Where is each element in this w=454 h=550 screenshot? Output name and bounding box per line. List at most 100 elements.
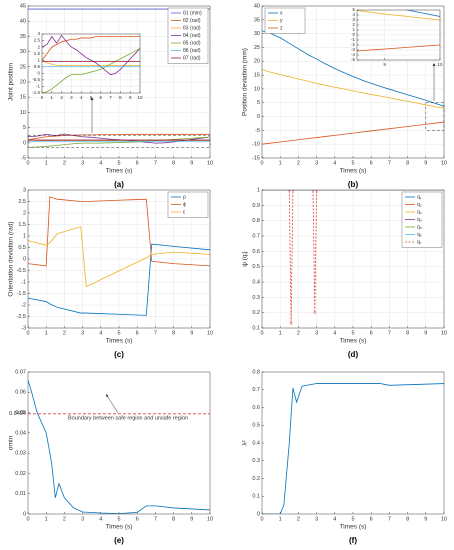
x-tick-label: 4	[333, 516, 336, 522]
line-series	[42, 34, 140, 76]
line-series	[262, 383, 444, 514]
x-tick-label: 8	[119, 95, 122, 100]
y-tick-label: 0.8	[252, 369, 260, 375]
legend-label: θ2 (rad)	[183, 18, 201, 24]
y-tick-label: -10	[252, 142, 260, 148]
legend-label: q₁	[417, 194, 422, 200]
y-tick-label: -0.5	[32, 77, 40, 82]
line-series	[28, 379, 210, 514]
x-tick-label: 10	[441, 160, 447, 166]
x-tick-label: 7	[154, 516, 157, 522]
caption: (b)	[348, 180, 359, 189]
caption: (c)	[114, 350, 124, 359]
x-tick-label: 1	[279, 330, 282, 336]
legend-label: q₆	[417, 232, 422, 238]
y-axis-label: ψ (qᵢ)	[242, 251, 249, 266]
legend-label: ρ	[183, 194, 186, 200]
x-tick-label: 2	[63, 160, 66, 166]
legend-label: θ6 (rad)	[183, 48, 201, 54]
y-tick-label: 15	[20, 95, 26, 101]
x-tick-label: 0	[260, 160, 263, 166]
y-tick-label: 2.5	[18, 199, 26, 205]
x-tick-label: 2	[63, 330, 66, 336]
legend-label: ϕ	[183, 202, 186, 208]
legend-label: ε	[183, 209, 186, 215]
legend-label: q₂	[417, 202, 422, 208]
x-axis-label: Times (s)	[106, 524, 133, 531]
y-tick-label: 0.8	[252, 218, 260, 224]
y-tick-label: 0.2	[252, 310, 260, 316]
x-axis-label: Times (s)	[340, 168, 367, 175]
x-axis-label: Times (s)	[106, 168, 133, 175]
line-series	[28, 136, 210, 148]
x-tick-label: 5	[117, 160, 120, 166]
x-tick-label: 7	[154, 330, 157, 336]
y-tick-label: -1	[351, 37, 355, 42]
x-tick-label: 3	[81, 330, 84, 336]
y-tick-label: 0.1	[252, 494, 260, 500]
x-axis-label: Times (s)	[340, 524, 367, 531]
y-tick-label: 0.5	[252, 264, 260, 270]
y-axis-label: σmin	[8, 435, 15, 450]
legend-label: q₅	[417, 224, 422, 230]
x-tick-label: 7	[388, 330, 391, 336]
y-tick-label: 0.4	[252, 279, 260, 285]
x-tick-label: 9	[129, 95, 132, 100]
y-tick-label: 0.3	[252, 458, 260, 464]
series-group	[262, 190, 444, 325]
y-tick-label: 0	[257, 114, 260, 120]
x-tick-label: 6	[136, 160, 139, 166]
x-tick-label: 4	[99, 160, 102, 166]
x-tick-label: 3	[315, 516, 318, 522]
y-tick-label: 0.04	[15, 430, 26, 436]
series-group	[28, 379, 210, 514]
y-tick-label: 0.3	[252, 295, 260, 301]
y-tick-label: 0.5	[34, 64, 41, 69]
x-tick-label: 4	[333, 330, 336, 336]
x-tick-label: 5	[117, 330, 120, 336]
x-tick-label: 5	[351, 516, 354, 522]
x-tick-label: 9	[190, 160, 193, 166]
legend-label: q₃	[417, 209, 422, 215]
line-series	[262, 190, 444, 324]
caption: (a)	[114, 180, 124, 189]
y-tick-label: 0.02	[15, 471, 26, 477]
x-tick-label: 8	[406, 330, 409, 336]
plot-border	[261, 371, 445, 515]
y-tick-label: 10	[20, 110, 26, 116]
y-tick-label: 2.5	[34, 38, 41, 43]
plot-border	[27, 189, 211, 329]
x-tick-label: 10	[441, 516, 447, 522]
line-series	[28, 133, 210, 141]
x-tick-label: 8	[406, 160, 409, 166]
x-tick-label: 9	[424, 160, 427, 166]
y-axis-label: Orientation deviation (rad)	[8, 221, 15, 296]
y-tick-label: -5	[21, 155, 26, 161]
y-tick-label: 1.5	[34, 51, 41, 56]
y-tick-label: 40	[20, 19, 26, 25]
x-tick-label: 7	[109, 95, 112, 100]
zoom-box	[425, 102, 445, 131]
y-tick-label: 0	[23, 256, 26, 262]
x-tick-label: 10	[437, 62, 443, 67]
x-tick-label: 4	[99, 330, 102, 336]
y-tick-label: 4	[352, 12, 355, 17]
y-tick-label: -0.5	[17, 268, 26, 274]
x-tick-label: 3	[70, 95, 73, 100]
x-tick-label: 1	[279, 516, 282, 522]
x-tick-label: 3	[315, 330, 318, 336]
x-axis-label: Times (s)	[106, 338, 133, 345]
y-tick-label: 35	[20, 34, 26, 40]
plot-border	[27, 5, 211, 159]
x-tick-label: 6	[370, 516, 373, 522]
x-axis-label: Times (s)	[340, 338, 367, 345]
y-tick-label: 5	[257, 100, 260, 106]
y-tick-label: -1.5	[32, 90, 40, 95]
legend-label: x	[280, 10, 283, 16]
series-group	[42, 34, 140, 93]
y-tick-label: 5	[23, 125, 26, 131]
x-tick-label: 3	[315, 160, 318, 166]
x-tick-label: 4	[80, 95, 83, 100]
y-tick-label: -4	[351, 52, 355, 57]
